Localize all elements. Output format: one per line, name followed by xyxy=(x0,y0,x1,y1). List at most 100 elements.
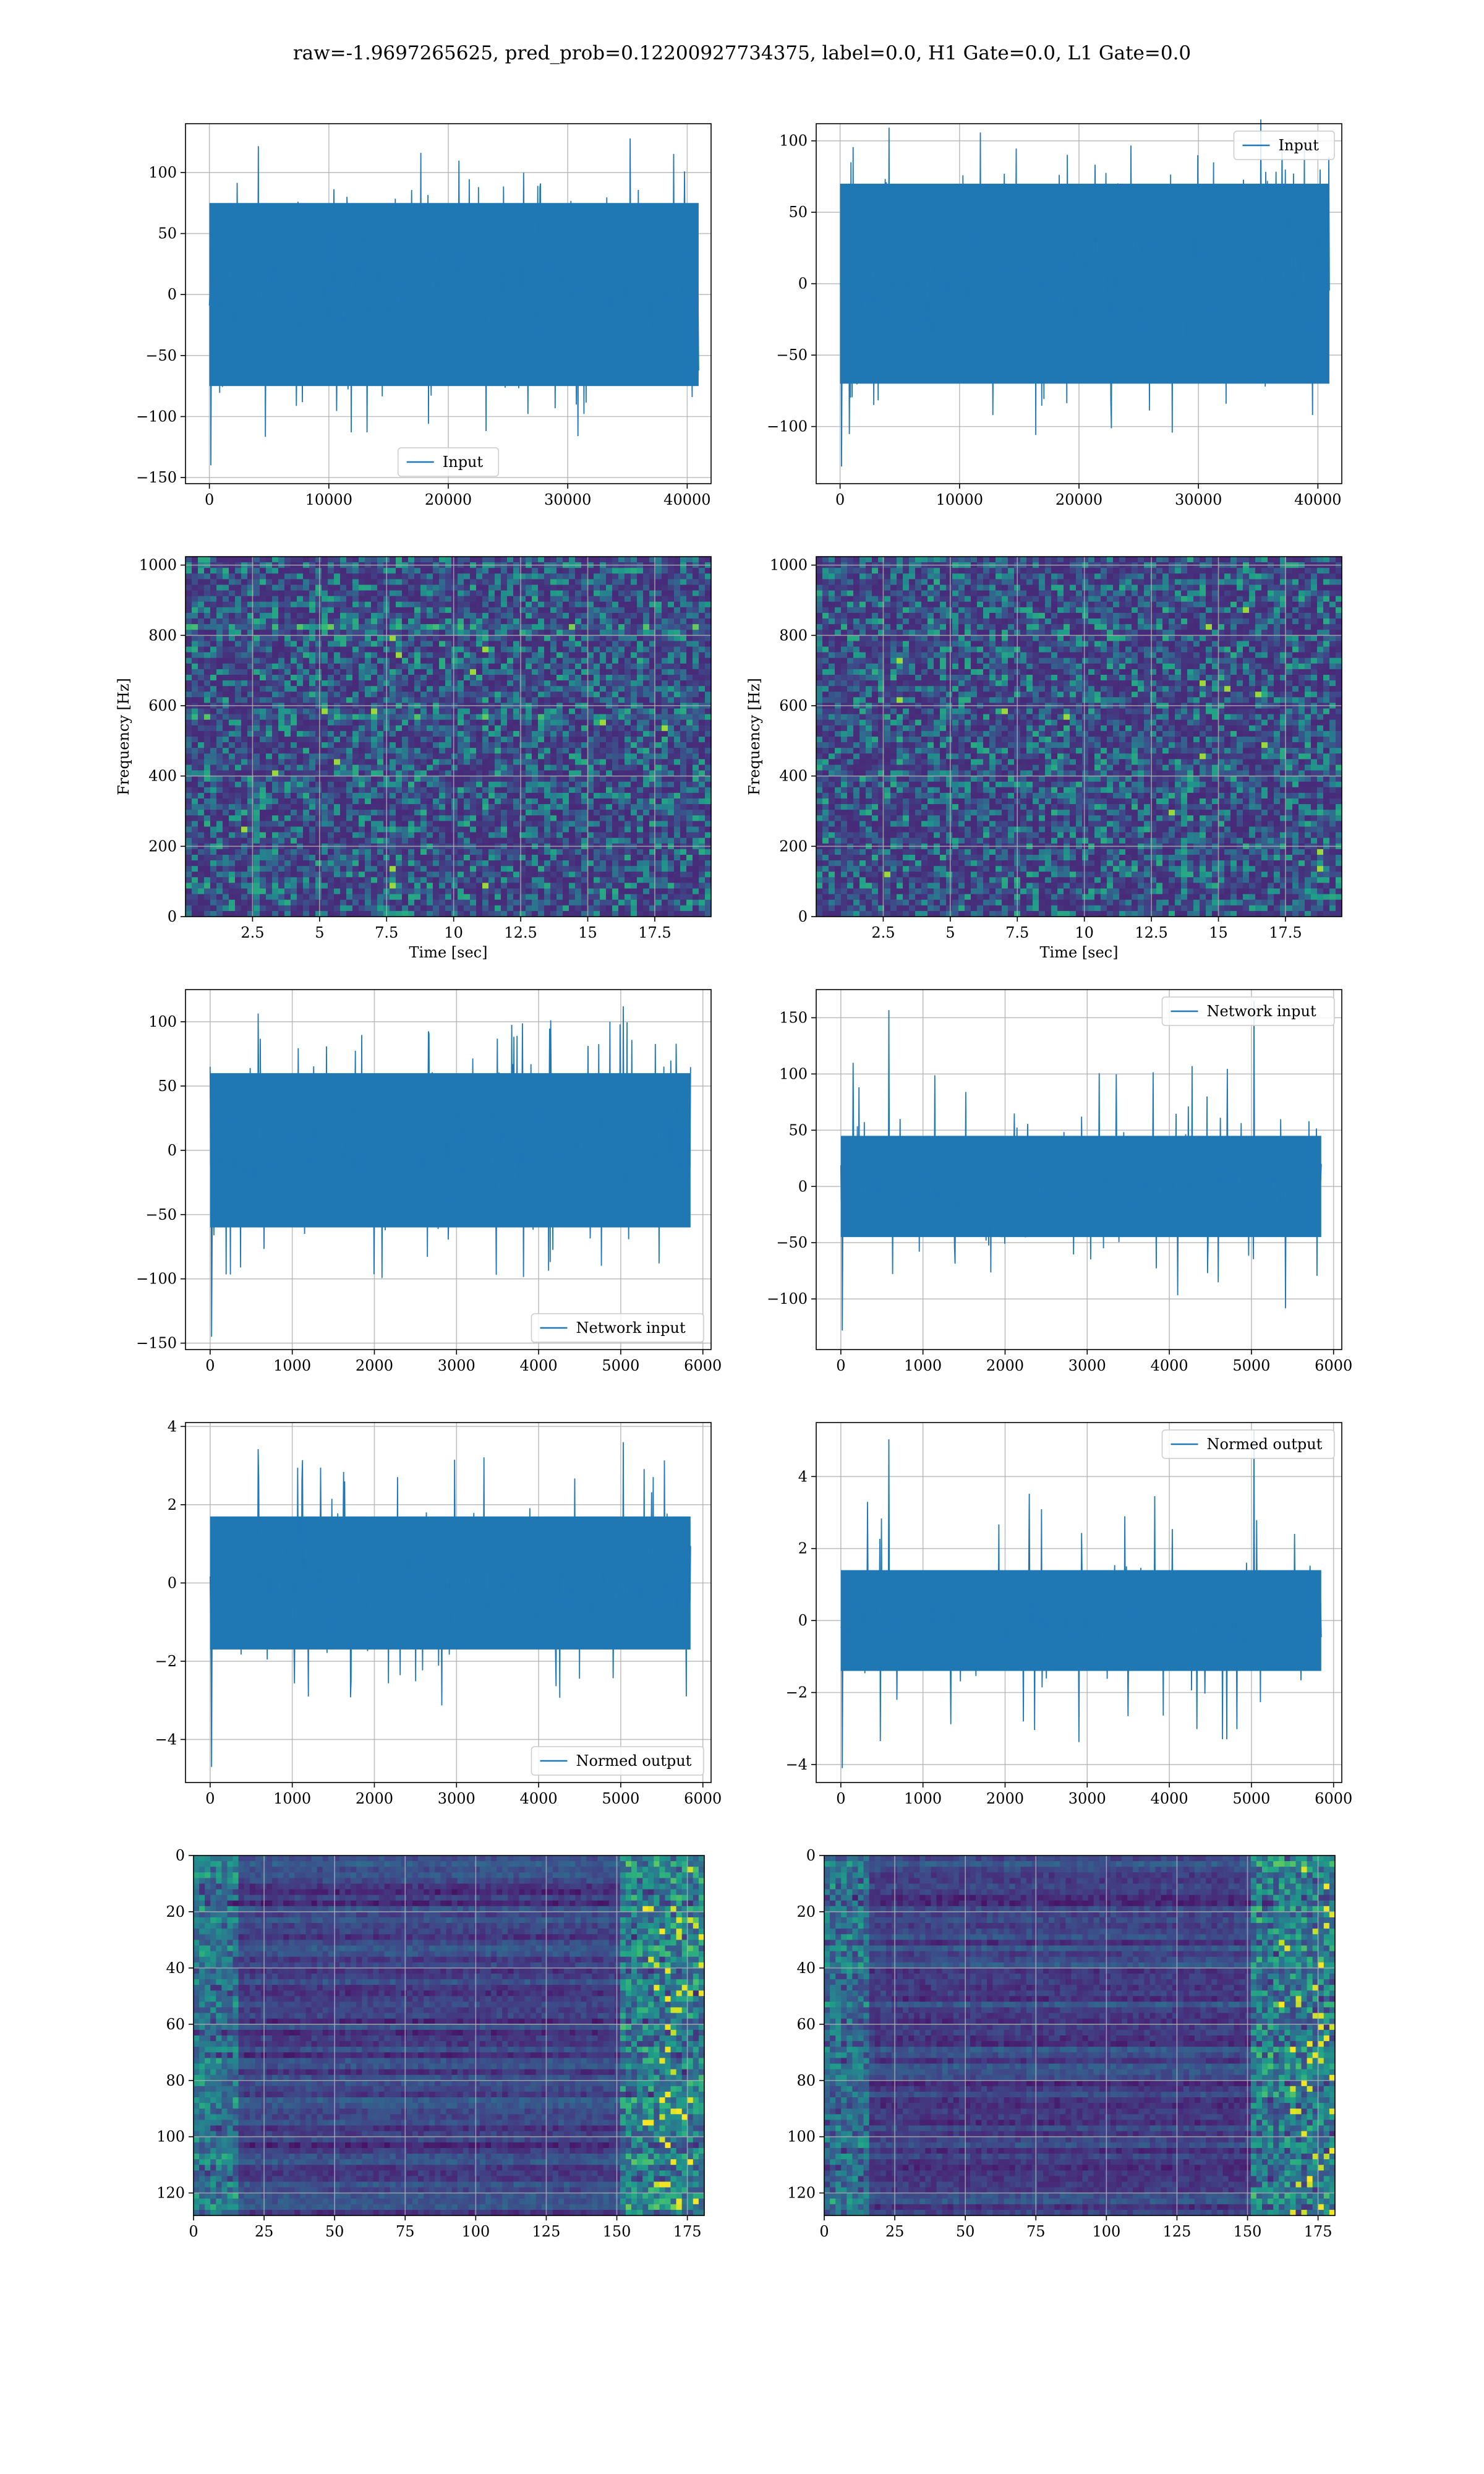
heatmap-cell xyxy=(254,635,260,641)
heatmap-cell xyxy=(346,737,353,743)
heatmap-cell xyxy=(278,714,285,721)
heatmap-cell xyxy=(451,787,458,794)
heatmap-cell xyxy=(600,871,607,878)
heatmap-cell xyxy=(414,748,421,754)
heatmap-cell xyxy=(408,776,415,782)
heatmap-cell xyxy=(699,837,706,844)
heatmap-cell xyxy=(297,748,304,754)
heatmap-cell xyxy=(686,759,693,766)
heatmap-cell xyxy=(705,815,712,821)
heatmap-cell xyxy=(365,573,372,580)
heatmap-cell xyxy=(204,573,211,580)
heatmap-cell xyxy=(420,557,427,563)
heatmap-cell xyxy=(569,815,576,821)
heatmap-cell xyxy=(439,804,446,810)
heatmap-cell xyxy=(705,810,712,816)
heatmap-cell xyxy=(297,612,304,619)
heatmap-cell xyxy=(501,691,508,698)
heatmap-cell xyxy=(674,753,681,760)
heatmap-cell xyxy=(241,792,248,799)
heatmap-cell xyxy=(433,669,440,675)
heatmap-cell xyxy=(674,815,681,821)
heatmap-cell xyxy=(216,737,223,743)
heatmap-cell xyxy=(507,579,514,586)
heatmap-cell xyxy=(427,675,433,681)
heatmap-cell xyxy=(322,725,328,732)
heatmap-cell xyxy=(439,714,446,721)
heatmap-cell xyxy=(699,821,706,828)
heatmap-cell xyxy=(575,759,582,766)
heatmap-cell xyxy=(328,719,335,726)
heatmap-cell xyxy=(507,624,514,630)
heatmap-cell xyxy=(594,826,600,833)
heatmap-cell xyxy=(427,826,433,833)
heatmap-cell xyxy=(482,826,489,833)
heatmap-cell xyxy=(587,776,594,782)
heatmap-cell xyxy=(359,601,365,608)
heatmap-cell xyxy=(507,849,514,855)
heatmap-cell xyxy=(365,804,372,810)
heatmap-cell xyxy=(513,635,520,641)
heatmap-cell xyxy=(668,680,675,687)
heatmap-cell xyxy=(625,821,631,828)
heatmap-cell xyxy=(600,725,607,732)
heatmap-cell xyxy=(322,770,328,777)
heatmap-cell xyxy=(594,641,600,648)
heatmap-cell xyxy=(495,753,501,760)
heatmap-cell xyxy=(464,714,471,721)
heatmap-cell xyxy=(396,584,403,591)
heatmap-cell xyxy=(513,596,520,602)
heatmap-cell xyxy=(470,663,477,670)
heatmap-cell xyxy=(328,792,335,799)
heatmap-cell xyxy=(662,810,668,816)
heatmap-cell xyxy=(377,675,384,681)
heatmap-cell xyxy=(544,607,551,614)
heatmap-cell xyxy=(439,860,446,867)
heatmap-cell xyxy=(563,742,569,748)
heatmap-cell xyxy=(216,770,223,777)
heatmap-cell xyxy=(495,821,501,828)
heatmap-cell xyxy=(612,804,619,810)
heatmap-cell xyxy=(680,832,687,839)
heatmap-cell xyxy=(495,837,501,844)
heatmap-cell xyxy=(563,837,569,844)
heatmap-cell xyxy=(365,730,372,737)
heatmap-cell xyxy=(198,798,205,805)
heatmap-cell xyxy=(581,691,588,698)
heatmap-cell xyxy=(693,630,699,636)
heatmap-cell xyxy=(445,635,452,641)
heatmap-cell xyxy=(322,821,328,828)
heatmap-cell xyxy=(229,877,236,883)
heatmap-cell xyxy=(594,686,600,692)
heatmap-cell xyxy=(526,737,532,743)
heatmap-cell xyxy=(470,641,477,648)
heatmap-cell xyxy=(192,635,198,641)
heatmap-cell xyxy=(352,759,359,766)
heatmap-cell xyxy=(612,663,619,670)
heatmap-cell xyxy=(637,680,644,687)
heatmap-cell xyxy=(587,821,594,828)
heatmap-cell xyxy=(328,714,335,721)
heatmap-cell xyxy=(513,675,520,681)
heatmap-cell xyxy=(303,573,310,580)
heatmap-cell xyxy=(519,635,526,641)
heatmap-cell xyxy=(495,737,501,743)
heatmap-cell xyxy=(519,725,526,732)
heatmap-cell xyxy=(637,725,644,732)
heatmap-cell xyxy=(649,714,656,721)
heatmap-cell xyxy=(303,781,310,788)
heatmap-cell xyxy=(606,630,613,636)
heatmap-cell xyxy=(223,646,229,653)
heatmap-cell xyxy=(396,624,403,630)
heatmap-cell xyxy=(260,877,267,883)
heatmap-cell xyxy=(309,781,316,788)
heatmap-cell xyxy=(705,770,712,777)
heatmap-cell xyxy=(482,573,489,580)
heatmap-cell xyxy=(532,821,539,828)
heatmap-cell xyxy=(284,826,291,833)
heatmap-cell xyxy=(451,568,458,574)
heatmap-cell xyxy=(241,764,248,771)
heatmap-cell xyxy=(352,624,359,630)
heatmap-cell xyxy=(396,607,403,614)
heatmap-cell xyxy=(427,697,433,703)
